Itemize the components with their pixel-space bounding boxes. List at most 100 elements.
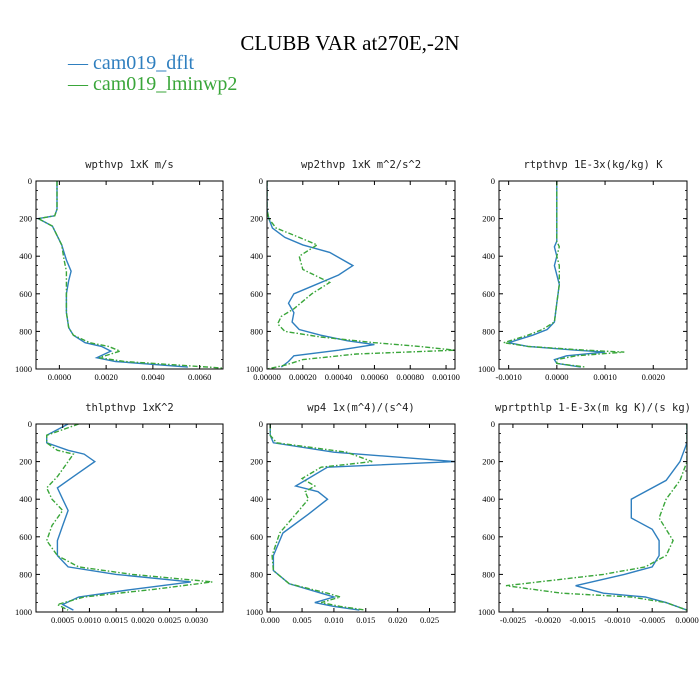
y-tick-label: 1000 xyxy=(15,607,32,617)
x-tick-label: 0.00080 xyxy=(396,372,424,382)
x-tick-label: 0.0005 xyxy=(51,615,74,625)
y-tick-label: 400 xyxy=(19,251,32,261)
panel-frame xyxy=(35,180,224,370)
panel-1: wpthvp 1xK m/s 0 200 400 600 800 1000 0.0000 0.0… xyxy=(15,159,224,382)
x-tick-label: 0.00000 xyxy=(253,372,281,382)
panel-frame xyxy=(266,180,456,370)
y-tick-label: 0 xyxy=(28,176,32,186)
x-tick-label: 0.0030 xyxy=(185,615,208,625)
series-line-lminwp2 xyxy=(269,424,373,611)
series-line-dflt xyxy=(36,181,188,368)
x-tick-label: 0.0000 xyxy=(48,372,71,382)
series-line-lminwp2 xyxy=(267,181,455,369)
panel-title: rtpthvp 1E-3x(kg/kg) K xyxy=(523,159,663,171)
y-tick-label: 200 xyxy=(482,457,495,467)
y-tick-label: 400 xyxy=(482,251,495,261)
series-line-lminwp2 xyxy=(36,181,223,369)
y-tick-label: 200 xyxy=(250,214,263,224)
x-tick-label: 0.020 xyxy=(388,615,407,625)
y-tick-label: 600 xyxy=(250,289,263,299)
x-tick-label: -0.0020 xyxy=(535,615,561,625)
x-tick-label: -0.0005 xyxy=(639,615,665,625)
y-tick-label: 0 xyxy=(28,419,32,429)
y-tick-label: 800 xyxy=(482,569,495,579)
x-tick-label: 0.0015 xyxy=(104,615,127,625)
y-tick-label: 1000 xyxy=(478,364,495,374)
y-tick-label: 0 xyxy=(491,419,495,429)
panel-title: wp2thvp 1xK m^2/s^2 xyxy=(301,159,421,171)
series-line-lminwp2 xyxy=(505,424,687,611)
panel-6: wprtpthlp 1-E-3x(m kg K)/(s kg)0 200 400 60… xyxy=(478,402,699,625)
y-tick-label: 800 xyxy=(19,326,32,336)
y-tick-label: 400 xyxy=(19,494,32,504)
x-tick-label: 0.00020 xyxy=(289,372,317,382)
y-tick-label: 600 xyxy=(19,289,32,299)
y-tick-label: 200 xyxy=(250,457,263,467)
legend-entry-lminwp2: — cam019_lminwp2 xyxy=(67,73,237,95)
x-tick-label: 0.0020 xyxy=(94,372,117,382)
y-tick-label: 200 xyxy=(19,214,32,224)
x-tick-label: 0.0000 xyxy=(545,372,568,382)
x-tick-label: 0.0010 xyxy=(78,615,101,625)
x-tick-label: 0.0020 xyxy=(131,615,154,625)
y-tick-label: 800 xyxy=(250,569,263,579)
panel-title: thlpthvp 1xK^2 xyxy=(85,402,174,414)
series-line-dflt xyxy=(508,181,606,368)
panel-title: wpthvp 1xK m/s xyxy=(85,159,174,171)
x-tick-label: -0.0015 xyxy=(569,615,595,625)
series-line-dflt xyxy=(46,424,191,611)
y-tick-label: 600 xyxy=(482,289,495,299)
x-tick-label: 0.00100 xyxy=(432,372,460,382)
legend-entry-dflt: — cam019_dflt xyxy=(67,52,195,74)
y-tick-label: 400 xyxy=(482,494,495,504)
x-tick-label: 0.010 xyxy=(324,615,343,625)
y-tick-label: 600 xyxy=(250,532,263,542)
y-tick-label: 1000 xyxy=(246,364,263,374)
x-tick-label: 0.00040 xyxy=(325,372,353,382)
x-tick-label: 0.005 xyxy=(292,615,311,625)
panel-frame xyxy=(266,423,456,613)
x-tick-label: -0.0010 xyxy=(604,615,630,625)
y-tick-label: 0 xyxy=(491,176,495,186)
y-tick-label: 200 xyxy=(482,214,495,224)
x-tick-label: 0.0000 xyxy=(675,615,698,625)
x-tick-label: 0.0025 xyxy=(158,615,181,625)
x-tick-label: 0.00060 xyxy=(361,372,389,382)
x-tick-label: 0.0060 xyxy=(188,372,211,382)
panel-title: wprtpthlp 1-E-3x(m kg K)/(s kg) xyxy=(495,402,691,414)
panel-4: thlpthvp 1xK^2 0 200 400 600 800 1000 0.0005 0.0… xyxy=(15,402,224,625)
x-tick-label: 0.0040 xyxy=(141,372,164,382)
x-tick-label: 0.0020 xyxy=(642,372,665,382)
series-line-lminwp2 xyxy=(503,181,625,368)
y-tick-label: 400 xyxy=(250,251,263,261)
x-tick-label: 0.0010 xyxy=(593,372,616,382)
panel-title: wp4 1x(m^4)/(s^4) xyxy=(307,402,414,414)
y-tick-label: 800 xyxy=(19,569,32,579)
y-tick-label: 0 xyxy=(259,176,263,186)
series-line-dflt xyxy=(575,424,687,611)
y-tick-label: 200 xyxy=(19,457,32,467)
panel-3: rtpthvp 1E-3x(kg/kg) K 0 200 400 600 800 1000-… xyxy=(478,159,688,382)
y-tick-label: 0 xyxy=(259,419,263,429)
y-tick-label: 1000 xyxy=(15,364,32,374)
y-tick-label: 600 xyxy=(19,532,32,542)
x-tick-label: -0.0025 xyxy=(500,615,526,625)
y-tick-label: 600 xyxy=(482,532,495,542)
x-tick-label: -0.0010 xyxy=(496,372,522,382)
x-tick-label: 0.025 xyxy=(420,615,439,625)
x-tick-label: 0.015 xyxy=(356,615,375,625)
y-tick-label: 400 xyxy=(250,494,263,504)
panel-2: wp2thvp 1xK m^2/s^2020040060080010000.00… xyxy=(246,159,460,382)
series-line-dflt xyxy=(267,181,375,368)
panel-frame xyxy=(498,180,688,370)
series-line-lminwp2 xyxy=(45,424,213,611)
y-tick-label: 1000 xyxy=(478,607,495,617)
series-line-dflt xyxy=(269,424,455,611)
x-tick-label: 0.000 xyxy=(261,615,280,625)
chart-title: CLUBB VAR at270E,-2N xyxy=(240,31,459,55)
y-tick-label: 800 xyxy=(482,326,495,336)
y-tick-label: 1000 xyxy=(246,607,263,617)
